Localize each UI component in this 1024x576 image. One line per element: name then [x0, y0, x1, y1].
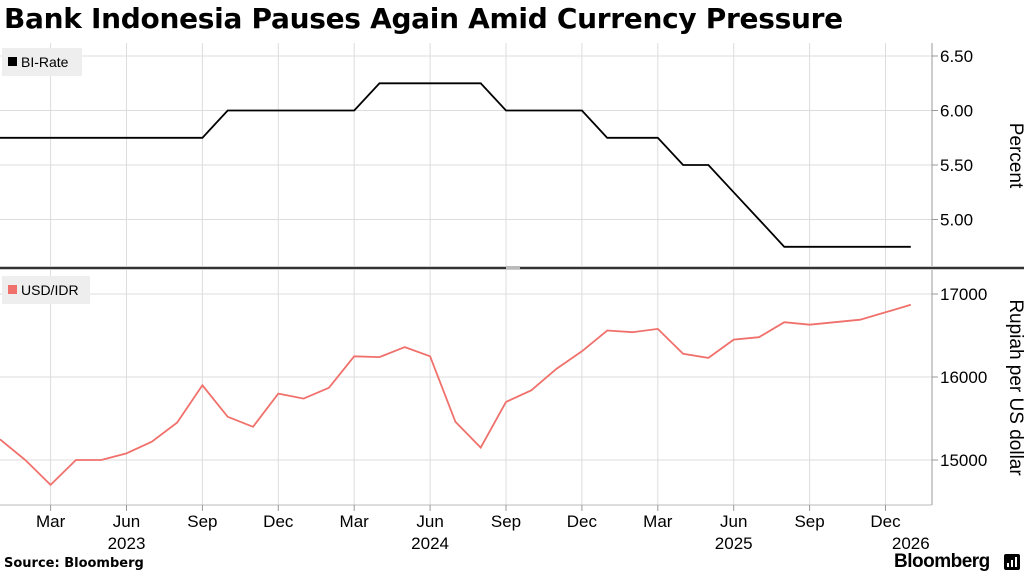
grid-layer	[0, 43, 932, 505]
x-tick-label: Jun	[113, 512, 140, 531]
x-tick-label: Mar	[36, 512, 66, 531]
bloomberg-logo-icon	[1004, 554, 1020, 570]
x-year-label: 2025	[715, 534, 753, 553]
x-tick-label: Sep	[491, 512, 521, 531]
y-tick-label: 5.00	[940, 211, 973, 230]
y-axis-title-rupiah: Rupiah per US dollar	[1005, 299, 1024, 476]
x-year-label: 2024	[411, 534, 449, 553]
legend-layer: BI-Rate USD/IDR	[2, 48, 90, 304]
axis-layer	[0, 43, 1024, 511]
legend-swatch	[8, 57, 17, 66]
x-tick-label: Dec	[870, 512, 901, 531]
x-tick-label: Dec	[263, 512, 294, 531]
x-tick-label: Dec	[567, 512, 598, 531]
y-tick-label: 6.50	[940, 47, 973, 66]
y-tick-label: 17000	[940, 285, 987, 304]
x-tick-label: Jun	[416, 512, 443, 531]
y-tick-label: 5.50	[940, 156, 973, 175]
x-tick-label: Jun	[720, 512, 747, 531]
brand-wordmark: Bloomberg	[894, 551, 990, 572]
legend-label: USD/IDR	[21, 282, 79, 298]
x-year-label: 2023	[108, 534, 146, 553]
y-tick-label: 15000	[940, 451, 987, 470]
x-tick-label: Sep	[794, 512, 824, 531]
usd-idr-series-line	[0, 303, 912, 487]
legend-bi-rate: BI-Rate	[2, 48, 82, 76]
x-tick-label: Mar	[340, 512, 370, 531]
series-layer	[0, 82, 912, 487]
chart-title: Bank Indonesia Pauses Again Amid Currenc…	[4, 2, 843, 35]
source-note: Source: Bloomberg	[4, 556, 144, 571]
legend-usd-idr: USD/IDR	[2, 276, 90, 304]
panel-divider-handle	[506, 266, 520, 269]
x-tick-label: Sep	[187, 512, 217, 531]
x-year-label: 2026	[892, 534, 930, 553]
x-tick-label: Mar	[643, 512, 673, 531]
legend-swatch	[8, 285, 17, 294]
y-tick-label: 6.00	[940, 102, 973, 121]
y-axis-title-percent: Percent	[1005, 123, 1024, 189]
label-layer: 5.00 5.50 6.00 6.50 Percent 15000 16000 17000 Ru…	[36, 47, 1024, 553]
legend-label: BI-Rate	[21, 54, 69, 70]
y-tick-label: 16000	[940, 368, 987, 387]
